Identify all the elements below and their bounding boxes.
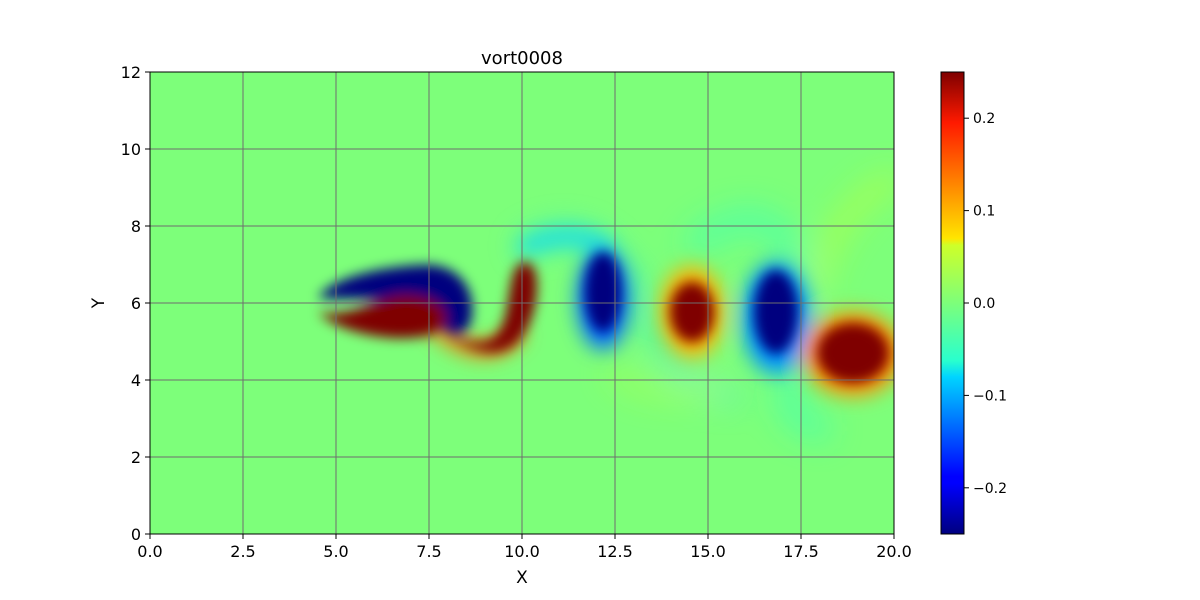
vortex-core-12 — [585, 252, 621, 332]
y-tick-label: 6 — [131, 294, 141, 313]
x-tick-label: 12.5 — [597, 542, 633, 561]
x-tick-label: 15.0 — [690, 542, 726, 561]
halo-lower-arc — [606, 365, 722, 398]
y-tick-label: 0 — [131, 525, 141, 544]
y-tick-label: 8 — [131, 217, 141, 236]
vortex-curved-positive — [432, 261, 537, 353]
colorbar-tick-label: −0.2 — [973, 481, 1007, 497]
colorbar-tick-label: 0.0 — [973, 296, 995, 312]
x-axis-ticks: 0.0 2.5 5.0 7.5 10.0 12.5 15.0 17.5 20.0 — [137, 534, 912, 561]
y-tick-label: 2 — [131, 448, 141, 467]
vortex-core-17 — [754, 270, 798, 354]
chart-title: vort0008 — [481, 48, 563, 69]
vortex-core-19 — [817, 323, 889, 383]
vortex-lower-shear — [318, 295, 447, 339]
grid-lines — [150, 72, 894, 534]
y-tick-label: 10 — [121, 140, 141, 159]
y-tick-label: 12 — [121, 63, 141, 82]
x-tick-label: 10.0 — [504, 542, 540, 561]
colorbar-tick-label: 0.1 — [973, 204, 995, 220]
x-tick-label: 7.5 — [416, 542, 441, 561]
x-axis-label: X — [516, 568, 528, 588]
x-tick-label: 2.5 — [230, 542, 255, 561]
vortex-core-15 — [670, 282, 714, 342]
glow-arc-cyan — [516, 230, 614, 256]
x-tick-label: 17.5 — [783, 542, 819, 561]
colorbar-ticks: −0.2 −0.1 0.0 0.1 0.2 — [964, 111, 1007, 497]
x-tick-label: 20.0 — [876, 542, 912, 561]
vortex-cores — [318, 252, 889, 383]
y-axis-ticks: 0 2 4 6 8 10 12 — [121, 63, 150, 544]
colorbar — [940, 71, 965, 535]
halo-right-arc — [801, 172, 894, 303]
colorbar-tick-label: −0.1 — [973, 388, 1007, 404]
x-tick-label: 0.0 — [137, 542, 162, 561]
y-tick-label: 4 — [131, 371, 141, 390]
plot-area — [150, 72, 894, 534]
colorbar-tick-label: 0.2 — [973, 111, 995, 127]
x-tick-label: 5.0 — [323, 542, 348, 561]
y-axis-label: Y — [89, 297, 109, 309]
